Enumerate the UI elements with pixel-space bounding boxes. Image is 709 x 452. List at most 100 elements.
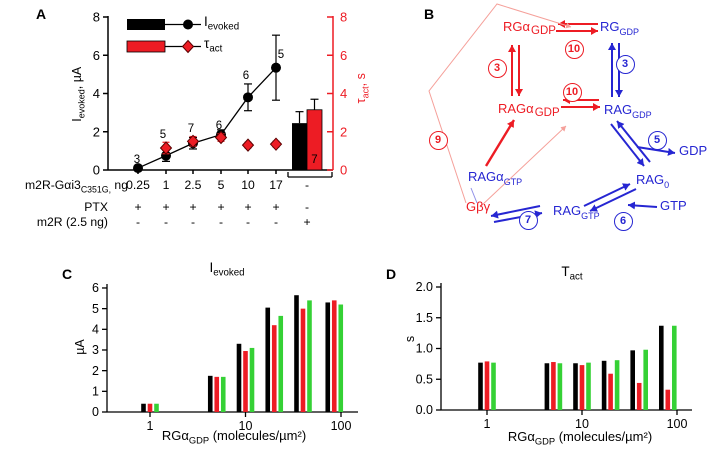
panel-d-bar-red	[636, 382, 642, 410]
legend-diamond-icon	[181, 39, 195, 54]
panel-d-bar-black	[658, 325, 664, 410]
gtp-binding-arrow	[627, 201, 658, 210]
panel-d-bar-black	[630, 350, 635, 410]
panel-a-rtick-label: 6	[340, 48, 347, 63]
panel-d-bar-red	[665, 389, 671, 410]
ytick-label: 1	[92, 385, 99, 399]
panel-c-bar-green	[154, 403, 159, 412]
panel-c-x-axis-label: RGαGDP (molecules/µm²)	[161, 428, 307, 446]
ytick-label: 0.0	[416, 403, 433, 417]
rate-k6: 6	[613, 211, 633, 231]
m2r-value: -	[190, 215, 196, 229]
node-rga-gdp: RGαGDP	[503, 19, 556, 37]
panel-c-bar-red	[147, 403, 153, 412]
ytick-label: 6	[92, 281, 99, 295]
xtick-label: 100	[331, 419, 352, 433]
raga-gtp-gbg-link	[470, 187, 478, 204]
x-tick-value: 1	[162, 178, 170, 192]
xtick-label: 100	[667, 417, 688, 431]
gbg-reassoc-top-arrow	[428, 3, 572, 204]
rx6-up	[583, 183, 631, 207]
n-label: 5	[160, 129, 166, 141]
panel-a-left-axis-label: Ievoked, µA	[69, 66, 87, 122]
n-label: 3	[134, 154, 140, 166]
node-rg-gdp: RGGDP	[600, 19, 640, 37]
panel-a-ytick-label: 0	[93, 163, 100, 178]
node-raga-gtp: RAGαGTP	[468, 169, 523, 187]
rx7-left	[490, 205, 541, 219]
panel-a-rtick-label: 8	[340, 10, 347, 25]
panel-c-bar-red	[214, 376, 220, 412]
ytick-label: 2	[92, 364, 99, 378]
m2r-value: -	[163, 215, 169, 229]
node-rag-gdp: RAGGDP	[604, 102, 652, 120]
legend-circle-icon	[183, 19, 193, 30]
panel-a-ytick-label: 4	[93, 86, 100, 101]
panel-a-rtick-label: 2	[340, 124, 347, 139]
rate-k9: 9	[428, 130, 448, 150]
x-tick-value: 2.5	[184, 178, 202, 192]
panel-c-bar-black	[325, 302, 331, 412]
m2r-value: -	[245, 215, 251, 229]
panel-c-bar-black	[294, 295, 299, 412]
panel-c-bar-black	[265, 307, 271, 412]
ptx-value: +	[134, 200, 142, 214]
n-label: 6	[216, 120, 222, 132]
panel-d-bar-black	[601, 360, 607, 410]
legend-evoked-swatch	[127, 19, 165, 30]
panel-d-bar-red	[551, 362, 556, 410]
gdp-release-arrow	[636, 146, 676, 156]
panel-a-ytick-label: 2	[93, 124, 100, 139]
xtick-label: 1	[484, 417, 491, 431]
panel-d-bar-green	[491, 362, 496, 410]
m2r-value: -	[218, 215, 224, 229]
rx6-down	[589, 188, 637, 212]
panel-a-right-axis-label: τact, s	[353, 73, 371, 104]
ytick-label: 4	[92, 323, 99, 337]
panel-a-xrow-label: m2R-Gαi3C351G, ng	[25, 178, 128, 195]
node-gbg: Gβγ	[466, 199, 491, 214]
panel-c-y-axis-label: µA	[73, 339, 87, 355]
ptx-value: -	[304, 200, 310, 214]
panel-a-ytick-label: 6	[93, 48, 100, 63]
xtick-label: 1	[147, 419, 154, 433]
panel-d-y-axis-label: s	[403, 335, 417, 343]
m2r-value: +	[303, 215, 311, 229]
panel-d-bar-green	[671, 325, 677, 410]
m2r-row-label: m2R (2.5 ng)	[36, 215, 108, 229]
panel-c-bar-green	[220, 376, 226, 412]
bar-n-label: 7	[311, 154, 317, 166]
panel-c-bar-red	[300, 308, 306, 412]
rx5-up	[616, 120, 651, 163]
ytick-label: 0	[92, 405, 99, 419]
panel-d-bar-green	[643, 349, 648, 410]
evoked-line	[137, 67, 277, 169]
panel-b-label: B	[424, 6, 435, 22]
panel-d-title: Tact	[561, 264, 583, 283]
xtick-label: 10	[575, 417, 589, 431]
tau-point	[159, 141, 173, 155]
ytick-label: 1.5	[416, 311, 433, 325]
ytick-label: 5	[92, 302, 99, 316]
panel-d-x-axis-label: RGαGDP (molecules/µm²)	[507, 429, 653, 447]
rate-k5: 5	[647, 130, 667, 150]
node-raga-gdp: RAGαGDP	[498, 101, 560, 119]
n-label: 7	[188, 123, 194, 135]
x-tick-value: 17	[269, 178, 283, 192]
evoked-point	[271, 62, 281, 73]
node-rag0: RAG0	[636, 172, 670, 190]
n-label: 6	[243, 70, 249, 82]
panel-a-label: A	[36, 6, 47, 22]
panel-c-title: Ievoked	[209, 260, 245, 279]
rate-k7: 7	[518, 210, 538, 230]
tau-point	[241, 138, 255, 152]
panel-d-bar-green	[557, 363, 563, 410]
node-gtp: GTP	[660, 198, 687, 213]
evoked-point	[243, 92, 253, 103]
rx5-down	[610, 123, 645, 167]
panel-c-bar-red	[243, 351, 248, 412]
